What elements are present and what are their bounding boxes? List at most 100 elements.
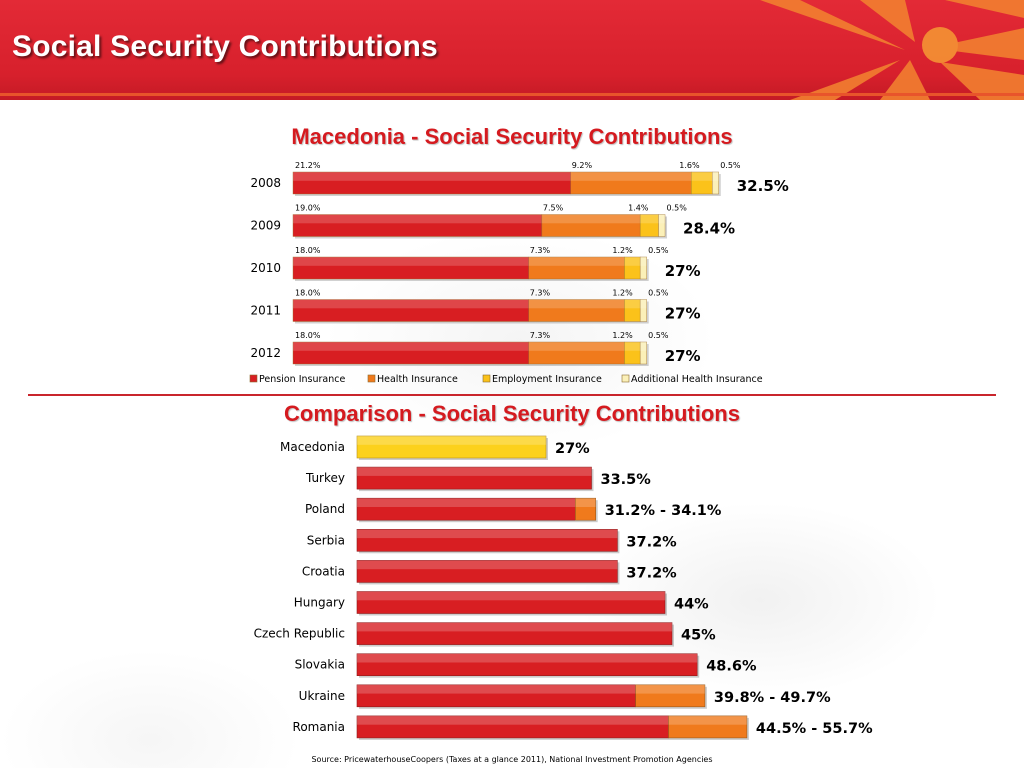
segment-value-label: 1.2% xyxy=(612,246,633,255)
bar-macedonia xyxy=(356,435,547,459)
bar-segment-highlight xyxy=(293,172,571,181)
section-divider xyxy=(28,394,996,396)
year-label: 2012 xyxy=(250,346,281,360)
segment-value-label: 7.3% xyxy=(530,246,551,255)
segment-value-label: 7.5% xyxy=(543,204,564,213)
country-label: Slovakia xyxy=(295,658,345,672)
chart1-title: Macedonia - Social Security Contribution… xyxy=(291,124,733,149)
total-label: 28.4% xyxy=(683,220,735,238)
bar-segment-highlight xyxy=(528,257,625,266)
bar-segment-additional xyxy=(712,171,719,195)
bar-min xyxy=(356,560,618,583)
map-background xyxy=(0,100,1024,768)
segment-value-label: 0.5% xyxy=(720,161,741,170)
bar-highlight xyxy=(357,591,665,601)
page-title: Social Security Contributions xyxy=(12,30,438,63)
bar-segment-additional xyxy=(639,341,647,365)
bar-highlight xyxy=(575,498,596,507)
bar-segment-highlight xyxy=(712,172,719,181)
bar-segment-additional xyxy=(639,256,647,280)
country-label: Turkey xyxy=(305,471,345,485)
value-label: 37.2% xyxy=(626,534,677,550)
segment-value-label: 0.5% xyxy=(648,289,669,298)
segment-value-label: 18.0% xyxy=(295,289,321,298)
segment-value-label: 1.6% xyxy=(679,161,700,170)
value-label: 45% xyxy=(681,628,716,644)
legend-swatch-additional xyxy=(621,374,630,383)
bar-segment-highlight xyxy=(640,299,647,309)
bar-segment-highlight xyxy=(691,172,713,181)
bar-segment-highlight xyxy=(640,342,647,351)
segment-value-label: 0.5% xyxy=(648,246,669,255)
comparison-bar-chart: Macedonia 27% Turkey 33.5% Poland 31.2% - 34.… xyxy=(254,435,873,740)
country-label: Romania xyxy=(293,720,345,734)
country-label: Poland xyxy=(305,502,345,516)
bar-min xyxy=(356,529,618,552)
header-banner: Social Security Contributions xyxy=(0,0,1024,100)
segment-value-label: 7.3% xyxy=(530,331,551,340)
bar-min xyxy=(356,653,698,676)
bar-segment-additional xyxy=(639,299,647,322)
bar-range-extension xyxy=(668,715,748,739)
chart2-title: Comparison - Social Security Contributio… xyxy=(284,401,740,426)
legend-label: Additional Health Insurance xyxy=(631,374,763,385)
macedonia-stacked-bar-chart: 2008 21.2% 9.2% 1.6% 0.5% 32.5% 2009 19.0% 7.5% 1… xyxy=(249,161,789,385)
segment-value-label: 9.2% xyxy=(572,161,593,170)
bar-min xyxy=(356,591,666,614)
value-label: 39.8% - 49.7% xyxy=(714,690,831,706)
value-label: 44% xyxy=(674,597,709,613)
segment-value-label: 21.2% xyxy=(295,161,321,170)
value-label: 44.5% - 55.7% xyxy=(756,721,873,737)
segment-value-label: 1.2% xyxy=(612,331,633,340)
year-label: 2008 xyxy=(250,176,281,190)
bar-segment-highlight xyxy=(293,342,529,351)
bar-highlight xyxy=(357,498,576,507)
bar-highlight xyxy=(357,684,636,694)
bar-highlight xyxy=(635,684,705,694)
bar-highlight xyxy=(357,622,672,632)
country-label: Ukraine xyxy=(299,689,345,703)
legend-label: Health Insurance xyxy=(377,374,458,385)
legend-label: Pension Insurance xyxy=(259,374,345,385)
sun-rays-decoration xyxy=(760,0,1024,100)
bar-segment-highlight xyxy=(640,214,659,224)
country-label: Macedonia xyxy=(280,440,345,454)
year-label: 2009 xyxy=(250,219,281,233)
value-label: 27% xyxy=(555,441,590,457)
bar-range-extension xyxy=(575,497,597,521)
total-label: 32.5% xyxy=(737,177,789,195)
country-label: Serbia xyxy=(307,533,345,547)
bar-highlight xyxy=(357,529,618,539)
total-label: 27% xyxy=(665,305,701,323)
bar-highlight xyxy=(668,715,747,725)
bar-highlight xyxy=(357,467,592,476)
bar-segment-highlight xyxy=(624,299,641,309)
country-label: Croatia xyxy=(302,564,345,578)
year-label: 2011 xyxy=(250,304,281,318)
segment-value-label: 18.0% xyxy=(295,246,321,255)
legend-swatch-employment xyxy=(482,374,491,383)
bar-highlight xyxy=(357,436,546,445)
segment-value-label: 18.0% xyxy=(295,331,321,340)
segment-value-label: 7.3% xyxy=(530,289,551,298)
bar-segment-highlight xyxy=(624,342,641,351)
bar-segment-additional xyxy=(658,214,666,237)
segment-value-label: 0.5% xyxy=(666,204,687,213)
legend-swatch-pension xyxy=(249,374,258,383)
legend-swatch-health xyxy=(367,374,376,383)
source-note: Source: PricewaterhouseCoopers (Taxes at… xyxy=(311,755,713,764)
bar-range-extension xyxy=(635,684,706,708)
bar-segment-highlight xyxy=(640,257,647,266)
bar-min xyxy=(356,466,592,490)
bar-segment-highlight xyxy=(293,257,529,266)
value-label: 37.2% xyxy=(626,565,677,581)
bar-segment-highlight xyxy=(528,342,625,351)
bar-min xyxy=(356,622,673,645)
bar-highlight xyxy=(357,653,698,663)
value-label: 48.6% xyxy=(706,659,757,675)
segment-value-label: 1.4% xyxy=(628,204,649,213)
bar-segment-highlight xyxy=(624,257,641,266)
total-label: 27% xyxy=(665,347,701,365)
segment-value-label: 19.0% xyxy=(295,204,321,213)
value-label: 33.5% xyxy=(601,472,652,488)
